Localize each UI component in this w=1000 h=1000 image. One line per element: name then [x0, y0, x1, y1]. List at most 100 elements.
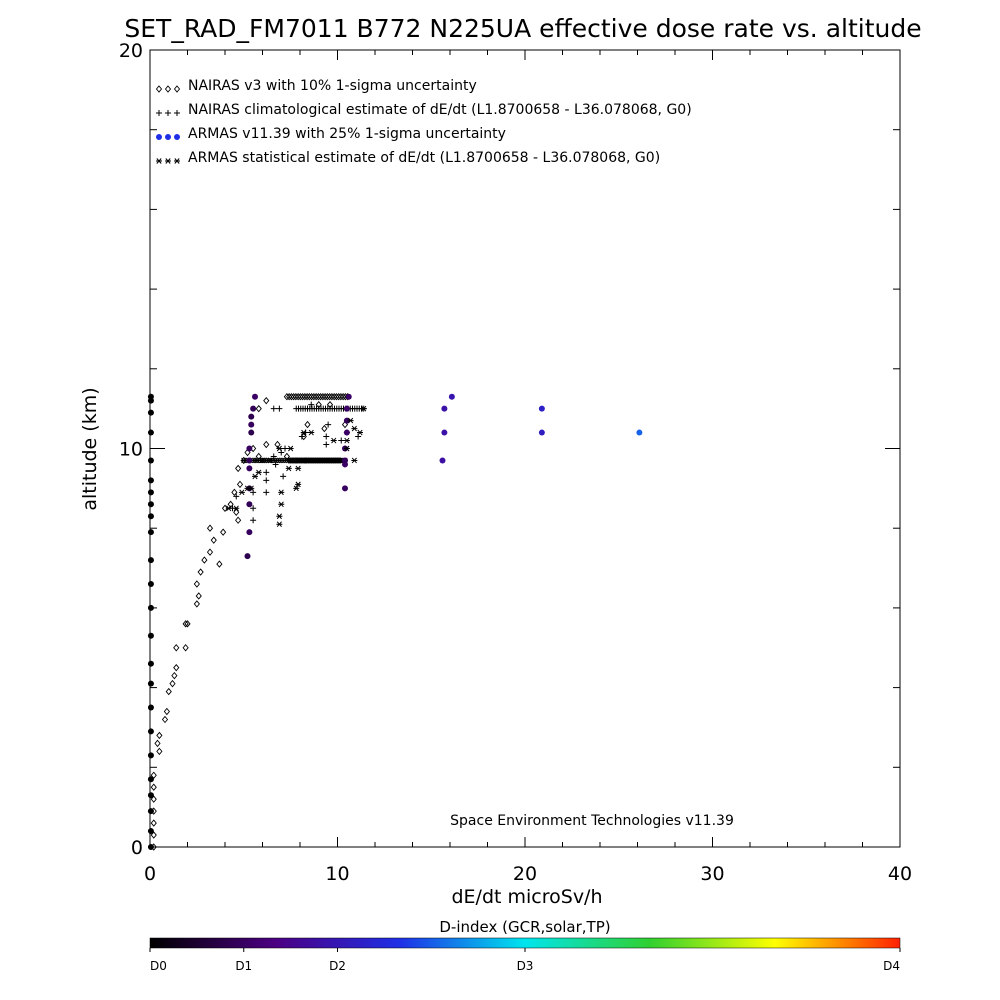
dot-point: [342, 485, 348, 492]
dot-point: [147, 704, 154, 711]
diamond-point: [235, 516, 242, 524]
diamond-point: [233, 508, 240, 516]
dot-point: [147, 752, 154, 759]
plus-point: [308, 401, 315, 408]
asterisk-point: [295, 465, 302, 472]
legend-marker: [174, 158, 180, 164]
dot-point: [147, 409, 154, 416]
dot-point: [248, 421, 255, 428]
asterisk-point: [276, 513, 283, 520]
diamond-point: [324, 392, 331, 401]
dot-point: [538, 405, 545, 412]
x-tick-label: 0: [144, 863, 156, 885]
diamond-point: [210, 536, 217, 544]
plus-point: [270, 453, 277, 460]
asterisk-point: [300, 429, 307, 436]
dot-point: [147, 792, 154, 799]
asterisk-point: [274, 457, 281, 464]
diamond-point: [306, 392, 313, 401]
diamond-point: [236, 480, 244, 489]
plus-point: [280, 473, 287, 480]
colorbar: [149, 937, 901, 949]
plus-point: [276, 405, 283, 412]
diamond-point: [304, 420, 311, 429]
asterisk-point: [225, 505, 232, 512]
diamond-point: [255, 452, 262, 461]
colorbar-title: D-index (GCR,solar,TP): [439, 918, 610, 936]
legend-marker: [173, 85, 181, 93]
dot-point: [147, 489, 154, 496]
legend-label: ARMAS v11.39 with 25% 1-sigma uncertaint…: [188, 126, 506, 142]
x-tick-labels: 0 10 20 30 40: [144, 863, 912, 885]
dot-point: [147, 728, 154, 735]
asterisk-point: [293, 485, 300, 492]
dot-point: [147, 660, 154, 667]
plus-point: [263, 489, 270, 496]
legend-marker: [165, 134, 171, 140]
plus-point: [323, 441, 330, 448]
axis-ticks: [149, 49, 901, 848]
legend-plus-icon: [156, 110, 180, 116]
diamond-point: [154, 739, 161, 748]
plus-point: [304, 405, 311, 412]
diamond-point: [173, 644, 180, 652]
dot-point: [345, 393, 352, 400]
colorbar-ticks: D0 D1 D2 D3 D4: [149, 948, 901, 973]
diamond-point: [156, 747, 163, 756]
credit-annotation: Space Environment Technologies v11.39: [450, 813, 734, 829]
legend-item: NAIRAS v3 with 10% 1-sigma uncertainty: [155, 78, 477, 94]
plus-point: [270, 405, 277, 412]
dot-point: [147, 513, 154, 520]
diamond-point: [195, 592, 202, 600]
diamond-point: [173, 663, 180, 672]
colorbar-tick-label: D2: [329, 959, 346, 973]
x-tick-label: 10: [325, 863, 349, 885]
diamond-point: [321, 424, 328, 433]
diamond-point: [169, 679, 176, 688]
diamond-point: [263, 440, 270, 449]
diamond-point: [165, 687, 172, 696]
plus-point: [323, 433, 330, 440]
x-tick-label: 30: [700, 863, 724, 885]
diamond-point: [326, 400, 334, 409]
diamond-point: [163, 707, 170, 716]
diamond-point: [301, 392, 308, 401]
asterisk-point: [285, 465, 292, 472]
plus-point: [250, 505, 257, 512]
chart-title: SET_RAD_FM7011 B772 N225UA effective dos…: [124, 14, 921, 43]
diamond-point: [240, 456, 247, 465]
legend-marker: [174, 134, 180, 140]
legend-marker: [165, 110, 171, 116]
asterisk-point: [343, 437, 350, 444]
asterisk-point: [351, 425, 358, 432]
diamond-point: [310, 392, 317, 401]
diamond-point: [328, 392, 335, 401]
legend-diamond-icon: [155, 85, 181, 93]
diamond-point: [315, 400, 322, 409]
plus-point: [263, 477, 270, 484]
y-tick-labels: 0 10 20: [119, 40, 143, 859]
dense-row-diamond: [283, 392, 351, 401]
diamond-point: [231, 488, 238, 497]
diamond-point: [150, 783, 157, 791]
dot-point: [147, 776, 154, 783]
diamond-point: [216, 560, 223, 568]
diamond-point: [171, 671, 178, 680]
legend-marker: [156, 134, 162, 140]
dot-point: [343, 417, 350, 424]
diamond-point: [182, 620, 189, 628]
legend-label: NAIRAS climatological estimate of dE/dt …: [188, 102, 692, 118]
diamond-point: [235, 464, 242, 473]
diamond-point: [227, 500, 234, 508]
legend-item: ARMAS v11.39 with 25% 1-sigma uncertaint…: [156, 126, 506, 142]
x-tick-label: 20: [513, 863, 537, 885]
diamond-point: [221, 504, 229, 512]
colorbar-tick-label: D1: [235, 959, 252, 973]
diamond-point: [150, 819, 157, 827]
dot-point: [343, 429, 350, 436]
legend-asterisk-icon: [156, 158, 180, 164]
diamond-point: [193, 580, 200, 588]
asterisk-point: [267, 457, 273, 464]
dot-point: [147, 580, 154, 587]
legend-marker: [164, 85, 172, 93]
